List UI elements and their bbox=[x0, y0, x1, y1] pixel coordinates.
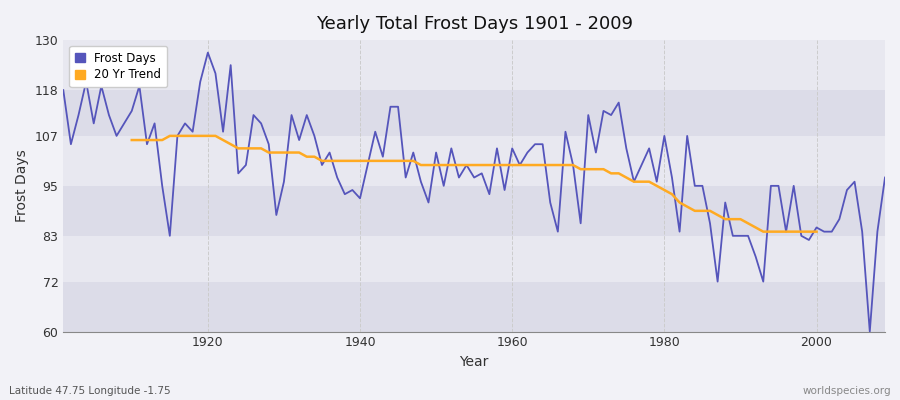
Text: Latitude 47.75 Longitude -1.75: Latitude 47.75 Longitude -1.75 bbox=[9, 386, 171, 396]
Bar bbox=[63, 90, 885, 136]
Bar bbox=[63, 136, 885, 186]
Bar bbox=[63, 40, 885, 90]
Legend: Frost Days, 20 Yr Trend: Frost Days, 20 Yr Trend bbox=[69, 46, 166, 87]
Bar bbox=[63, 282, 885, 332]
Bar bbox=[63, 236, 885, 282]
X-axis label: Year: Year bbox=[460, 355, 489, 369]
Bar bbox=[63, 186, 885, 236]
Text: worldspecies.org: worldspecies.org bbox=[803, 386, 891, 396]
Title: Yearly Total Frost Days 1901 - 2009: Yearly Total Frost Days 1901 - 2009 bbox=[316, 15, 633, 33]
Y-axis label: Frost Days: Frost Days bbox=[15, 150, 29, 222]
